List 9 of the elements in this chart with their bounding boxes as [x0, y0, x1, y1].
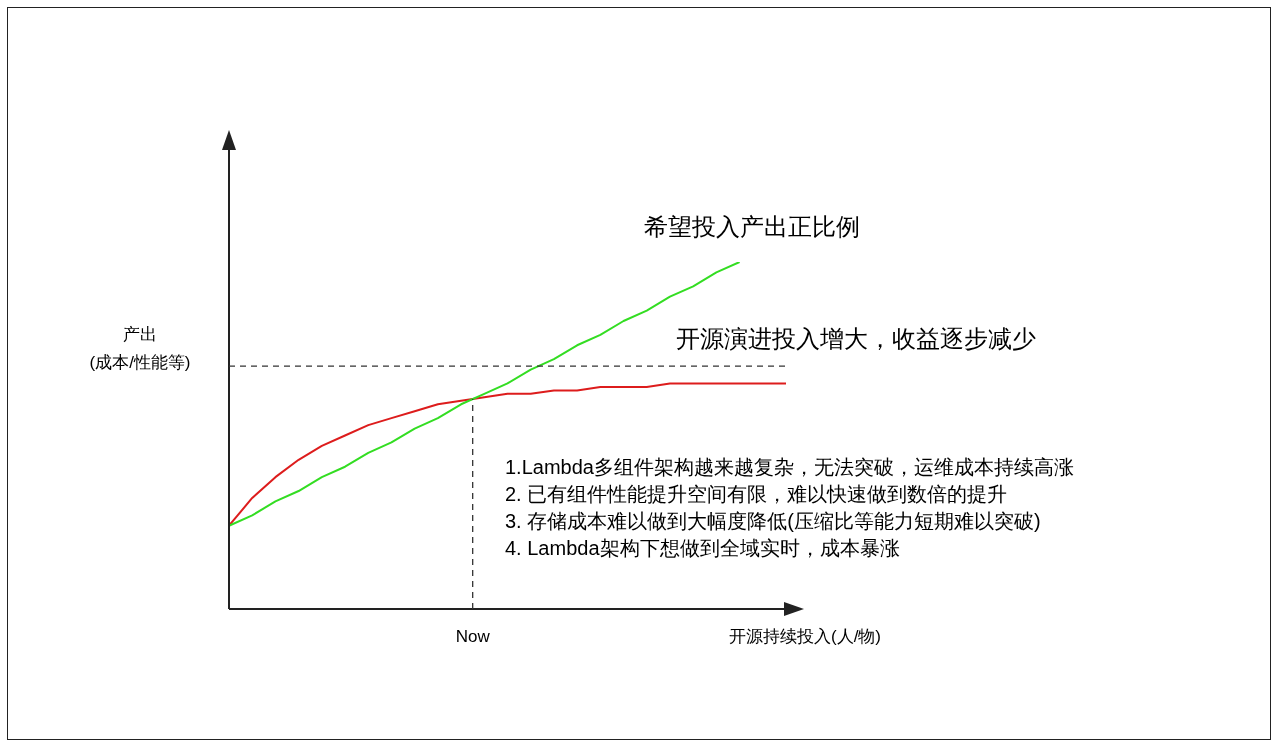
y-axis-title: 产出 (成本/性能等) — [89, 324, 191, 372]
annotation: 3. 存储成本难以做到大幅度降低(压缩比等能力短期难以突破) — [505, 509, 1041, 532]
text: Now — [455, 626, 491, 646]
series-label: 希望投入产出正比例 — [643, 212, 860, 240]
annotation: 1.Lambda多组件架构越来越复杂，无法突破，运维成本持续高涨 — [505, 455, 1074, 478]
annotation: 2. 已有组件性能提升空间有限，难以快速做到数倍的提升 — [505, 482, 1008, 505]
x-axis-title: 开源持续投入(人/物) — [728, 626, 882, 646]
annotation: 4. Lambda架构下想做到全域实时，成本暴涨 — [505, 536, 900, 559]
series-label: 开源演进投入增大，收益逐步减少 — [676, 325, 1036, 353]
